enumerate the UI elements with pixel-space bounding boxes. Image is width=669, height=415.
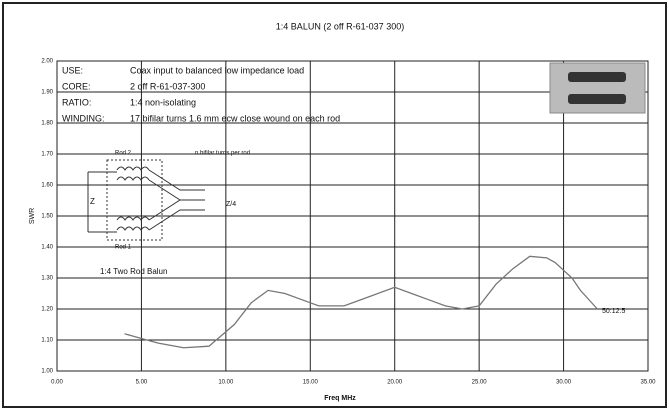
- annotation: n bifilar turns per rod: [195, 151, 250, 157]
- y-tick-label: 1.10: [41, 338, 53, 344]
- y-axis-label: SWR: [29, 208, 36, 224]
- annotation: Rod 2: [115, 151, 132, 157]
- x-tick-label: 30.00: [556, 380, 572, 386]
- annotation: USE:: [62, 65, 83, 75]
- y-tick-label: 1.40: [41, 245, 53, 251]
- chart-title: 1:4 BALUN (2 off R-61-037 300): [276, 21, 404, 31]
- y-tick-label: 1.50: [41, 214, 53, 220]
- annotation: Z: [90, 197, 95, 206]
- x-tick-label: 25.00: [472, 380, 488, 386]
- series-line: [124, 255, 598, 349]
- annotation: 50:12.5: [602, 308, 625, 315]
- y-tick-label: 1.20: [41, 307, 53, 313]
- x-tick-label: 15.00: [303, 380, 319, 386]
- annotation: WINDING:: [62, 113, 105, 123]
- annotation: Coax input to balanced low impedance loa…: [130, 65, 304, 75]
- annotation: 17 bifilar turns 1.6 mm ecw close wound …: [130, 113, 340, 123]
- annotation: 2 off R-61-037-300: [130, 81, 205, 91]
- y-tick-label: 1.60: [41, 183, 53, 189]
- x-tick-label: 10.00: [218, 380, 234, 386]
- y-tick-label: 1.30: [41, 276, 53, 282]
- x-tick-label: 20.00: [387, 380, 403, 386]
- x-tick-label: 35.00: [640, 380, 656, 386]
- y-tick-label: 1.80: [41, 121, 53, 127]
- annotation: Z/4: [226, 201, 236, 208]
- annotation: RATIO:: [62, 97, 91, 107]
- rod-photo: [568, 94, 626, 104]
- annotation: CORE:: [62, 81, 91, 91]
- core-photo: [549, 62, 646, 114]
- y-tick-label: 1.90: [41, 90, 53, 96]
- annotation: Rod 1: [115, 245, 132, 251]
- y-tick-label: 2.00: [41, 59, 53, 65]
- x-tick-label: 0.00: [51, 380, 63, 386]
- balun-diagram: [87, 159, 205, 241]
- y-tick-label: 1.00: [41, 369, 53, 375]
- annotation: 1:4 non-isolating: [130, 97, 196, 107]
- x-tick-label: 5.00: [136, 380, 148, 386]
- y-tick-label: 1.70: [41, 152, 53, 158]
- rod-photo: [568, 72, 626, 82]
- x-axis-label: Freq MHz: [324, 395, 356, 402]
- annotation: 1:4 Two Rod Balun: [100, 267, 167, 276]
